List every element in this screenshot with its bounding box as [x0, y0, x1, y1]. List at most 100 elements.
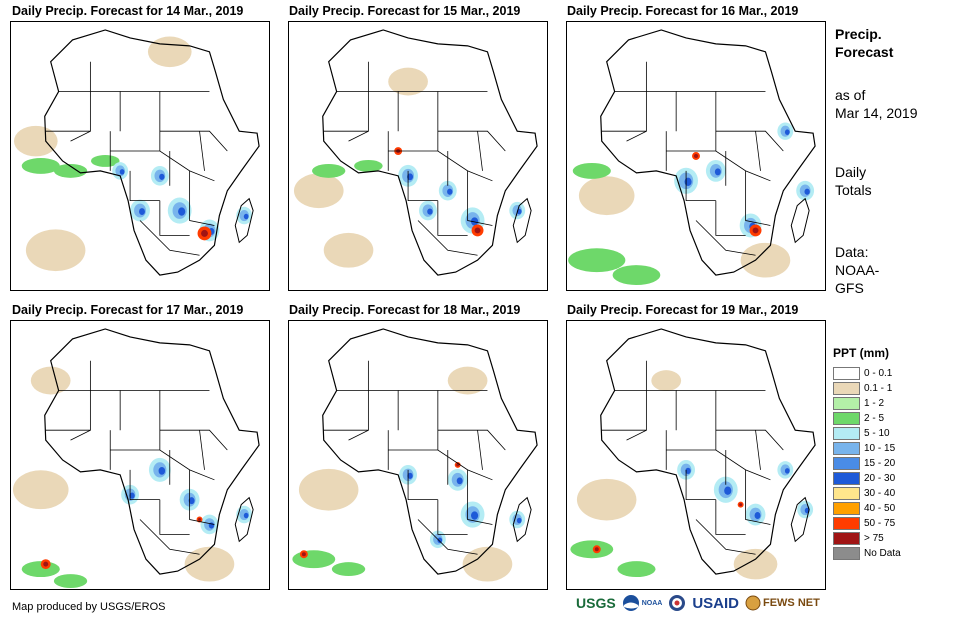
fews-net-logo[interactable]: FEWS NET — [745, 595, 820, 611]
africa-map — [570, 328, 816, 580]
data-line-3: GFS — [835, 280, 864, 296]
rain-blob-peak — [188, 497, 195, 505]
legend-label: No Data — [864, 548, 901, 559]
light-rain-area — [651, 370, 682, 391]
country-border — [626, 61, 647, 142]
country-border — [666, 150, 771, 182]
country-border — [388, 449, 493, 481]
legend-swatch — [833, 442, 860, 455]
legend-swatch — [833, 382, 860, 395]
country-border — [666, 449, 771, 481]
rain-band — [572, 162, 611, 179]
legend-title: PPT (mm) — [833, 346, 890, 360]
light-rain-area — [323, 232, 374, 268]
rain-blob-peak — [684, 177, 692, 186]
rain-blob-peak — [516, 517, 522, 524]
rain-band — [570, 540, 614, 559]
extreme-rain-cell — [43, 561, 49, 567]
country-border — [614, 91, 677, 132]
light-rain-area — [13, 125, 58, 157]
country-border — [417, 220, 478, 256]
forecast-map[interactable] — [288, 21, 548, 291]
country-border — [467, 469, 493, 525]
rain-blob-peak — [784, 129, 790, 135]
legend-label: 0.1 - 1 — [864, 383, 893, 394]
country-border — [159, 429, 228, 451]
forecast-map[interactable] — [10, 21, 270, 291]
legend-label: 0 - 0.1 — [864, 368, 893, 379]
data-line-1: Data: — [835, 244, 869, 260]
country-border — [336, 91, 399, 132]
rain-blob-peak — [243, 213, 249, 220]
africa-outline — [600, 29, 816, 276]
africa-outline — [322, 328, 538, 575]
legend-swatch — [833, 397, 860, 410]
noaa-logo[interactable]: NOAA — [622, 594, 662, 612]
light-rain-area — [733, 548, 778, 580]
light-rain-area — [12, 470, 69, 510]
extreme-rain-cell — [301, 552, 306, 557]
rain-blob-peak — [139, 208, 145, 216]
rain-blob-peak — [407, 472, 413, 479]
legend-swatch — [833, 532, 860, 545]
extreme-rain-cell — [752, 227, 759, 234]
country-border — [139, 220, 200, 256]
forecast-map[interactable] — [10, 320, 270, 590]
rain-band — [21, 561, 60, 578]
usgs-logo[interactable]: USGS — [576, 595, 616, 611]
totals-line-2: Totals — [835, 182, 872, 198]
dhs-seal-icon — [669, 595, 686, 611]
usaid-logo[interactable]: USAID — [692, 594, 739, 612]
country-border — [159, 499, 190, 535]
country-border — [199, 131, 205, 171]
as-of-label: as of — [835, 87, 866, 103]
legend-item: 0 - 0.1 — [833, 366, 901, 381]
legend-item: 0.1 - 1 — [833, 381, 901, 396]
country-border — [129, 469, 160, 501]
country-border — [437, 130, 506, 152]
country-border — [676, 91, 717, 152]
extreme-rain-cell — [201, 229, 208, 237]
legend-label: 10 - 15 — [864, 443, 896, 454]
rain-band — [53, 163, 88, 178]
as-of-value: Mar 14, 2019 — [835, 105, 918, 121]
country-border — [159, 200, 190, 236]
rain-band — [612, 265, 661, 285]
rain-blob-peak — [159, 173, 165, 180]
panel-title: Daily Precip. Forecast for 19 Mar., 2019 — [567, 303, 799, 317]
forecast-map[interactable] — [288, 320, 548, 590]
rain-blob-peak — [129, 492, 135, 499]
country-border — [139, 519, 200, 555]
rain-blob-peak — [456, 477, 463, 485]
country-border — [398, 91, 439, 152]
country-border — [159, 130, 228, 152]
rain-blob-peak — [470, 511, 479, 520]
rain-blob-peak — [437, 537, 443, 544]
africa-map — [568, 29, 816, 285]
africa-map — [293, 29, 538, 276]
rain-blob-peak — [804, 188, 810, 195]
country-border — [407, 170, 438, 202]
country-border — [614, 390, 677, 431]
noaa-emblem-icon — [622, 595, 639, 611]
africa-outline — [44, 328, 260, 575]
madagascar-outline — [512, 197, 532, 244]
legend-label: 15 - 20 — [864, 458, 896, 469]
africa-outline — [600, 328, 816, 575]
country-border — [626, 360, 647, 441]
africa-outline — [322, 29, 538, 276]
legend-rows: 0 - 0.1 0.1 - 1 1 - 2 2 - 5 5 - 10 10 - 15 15 … — [833, 366, 901, 561]
legend-item: 5 - 10 — [833, 426, 901, 441]
legend-label: > 75 — [864, 533, 884, 544]
forecast-map[interactable] — [566, 320, 826, 590]
country-border — [437, 499, 468, 535]
country-border — [715, 429, 784, 451]
legend-swatch — [833, 517, 860, 530]
country-border — [336, 390, 399, 431]
light-rain-area — [578, 176, 635, 216]
africa-outline — [44, 29, 260, 276]
legend-item: 10 - 15 — [833, 441, 901, 456]
panel-title: Daily Precip. Forecast for 16 Mar., 2019 — [567, 4, 799, 18]
forecast-map[interactable] — [566, 21, 826, 291]
legend-item: 40 - 50 — [833, 501, 901, 516]
